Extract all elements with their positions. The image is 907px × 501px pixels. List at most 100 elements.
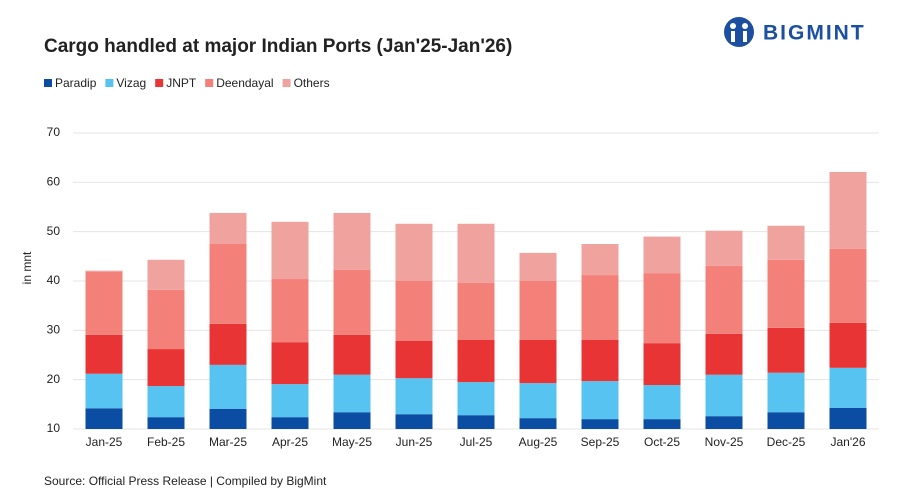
x-tick-label: Jan'26 <box>831 435 866 449</box>
bar-segment <box>705 416 743 429</box>
x-tick-label: Jan-25 <box>86 435 123 449</box>
y-tick-label: 50 <box>47 224 61 238</box>
legend-label: Vizag <box>116 76 146 90</box>
x-tick-label: Dec-25 <box>767 435 806 449</box>
bar-segment <box>333 269 371 335</box>
bar-segment <box>829 322 867 368</box>
bar-segment <box>85 271 123 335</box>
legend-swatch <box>44 79 52 87</box>
legend-swatch <box>105 79 114 87</box>
bar-segment <box>147 417 185 429</box>
bar-segment <box>333 212 371 270</box>
legend-label: JNPT <box>166 76 197 90</box>
bar-segment <box>85 270 123 272</box>
chart-title: Cargo handled at major Indian Ports (Jan… <box>44 36 512 57</box>
bar-segment <box>271 279 309 343</box>
bar-segment <box>333 374 371 413</box>
bar-segment <box>705 374 743 417</box>
bar-segment <box>767 412 805 429</box>
bar-segment <box>829 248 867 323</box>
bar-segment <box>643 273 681 344</box>
y-tick-label: 40 <box>47 273 61 287</box>
x-tick-label: Oct-25 <box>644 435 680 449</box>
x-tick-label: Mar-25 <box>209 435 247 449</box>
x-tick-label: Feb-25 <box>147 435 185 449</box>
bar-segment <box>643 236 681 274</box>
bar-segment <box>643 385 681 420</box>
x-tick-label: Jun-25 <box>396 435 433 449</box>
bar-segment <box>85 408 123 429</box>
bar-segment <box>767 259 805 328</box>
y-tick-label: 10 <box>47 421 61 435</box>
bar-segment <box>457 282 495 340</box>
bar-segment <box>643 419 681 429</box>
x-tick-label: Jul-25 <box>460 435 493 449</box>
bar-segment <box>519 281 557 340</box>
y-tick-label: 30 <box>47 323 61 337</box>
bar-segment <box>209 364 247 409</box>
bar-segment <box>457 223 495 283</box>
bar-segment <box>333 412 371 429</box>
x-tick-label: Sep-25 <box>581 435 620 449</box>
legend-label: Others <box>294 76 330 90</box>
bar-segment <box>829 171 867 249</box>
bar-segment <box>395 223 433 281</box>
bar-segment <box>333 334 371 375</box>
bar-segment <box>767 225 805 260</box>
bar-segment <box>395 281 433 341</box>
bar-segment <box>395 414 433 429</box>
bar-segment <box>829 367 867 408</box>
bar-segment <box>457 382 495 416</box>
bar-segment <box>147 259 185 290</box>
bar-segment <box>457 339 495 383</box>
bar-segment <box>767 372 805 413</box>
bar-segment <box>519 383 557 419</box>
logo-icon <box>724 17 754 47</box>
x-tick-label: May-25 <box>332 435 372 449</box>
logo-text: BIGMINT <box>763 22 866 45</box>
x-tick-label: Apr-25 <box>272 435 308 449</box>
bar-segment <box>581 419 619 429</box>
x-tick-label: Nov-25 <box>705 435 744 449</box>
legend-swatch <box>205 79 214 87</box>
bar-segment <box>209 408 247 429</box>
bar-segment <box>271 417 309 429</box>
bar-segment <box>581 275 619 340</box>
bar-segment <box>395 340 433 379</box>
y-tick-label: 20 <box>47 372 61 386</box>
bar-segment <box>209 244 247 324</box>
bar-segment <box>767 327 805 373</box>
y-tick-label: 70 <box>47 125 61 139</box>
bar-segment <box>271 221 309 280</box>
bar-segment <box>705 230 743 266</box>
legend-swatch <box>155 79 164 87</box>
bar-segment <box>209 212 247 244</box>
bar-segment <box>147 289 185 350</box>
y-tick-label: 60 <box>47 175 61 189</box>
bar-segment <box>457 415 495 429</box>
bar-segment <box>519 418 557 429</box>
bar-segment <box>85 373 123 409</box>
bar-segment <box>643 343 681 386</box>
legend-label: Paradip <box>55 76 97 90</box>
legend-label: Deendayal <box>216 76 273 90</box>
bar-segment <box>271 342 309 385</box>
bar-segment <box>705 265 743 334</box>
source: Source: Official Press Release | Compile… <box>44 474 327 488</box>
bar-segment <box>519 252 557 281</box>
bar-segment <box>147 349 185 387</box>
x-tick-label: Aug-25 <box>519 435 558 449</box>
bar-segment <box>581 244 619 276</box>
y-axis-label: in mnt <box>20 251 34 284</box>
bar-segment <box>209 323 247 365</box>
bar-segment <box>519 339 557 384</box>
bar-segment <box>581 381 619 420</box>
bar-segment <box>829 407 867 429</box>
bar-segment <box>85 334 123 374</box>
bar-segment <box>271 384 309 418</box>
bar-segment <box>581 339 619 382</box>
legend-swatch <box>282 79 291 87</box>
bar-segment <box>147 386 185 418</box>
bar-segment <box>395 378 433 415</box>
